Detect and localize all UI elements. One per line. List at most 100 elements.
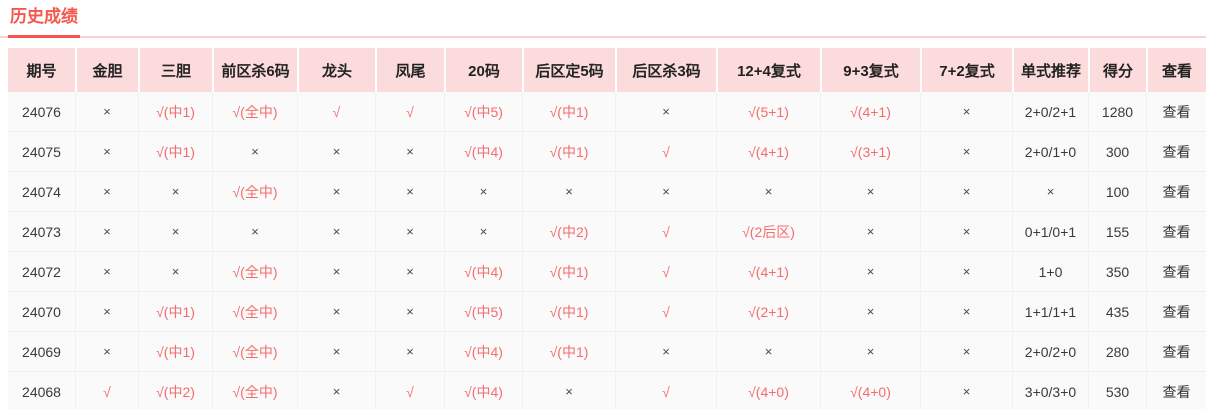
result-cell: √(5+1) bbox=[716, 92, 820, 132]
result-cell: √(全中) bbox=[212, 372, 297, 409]
history-table-container: 期号 金胆 三胆 前区杀6码 龙头 凤尾 20码 后区定5码 后区杀3码 12+4复式 9+3复式 7… bbox=[8, 48, 1206, 409]
result-cell: √(4+1) bbox=[716, 132, 820, 172]
result-cell: √(4+1) bbox=[716, 252, 820, 292]
result-cell: × bbox=[75, 172, 138, 212]
result-cell: × bbox=[615, 172, 716, 212]
table-header-row: 期号 金胆 三胆 前区杀6码 龙头 凤尾 20码 后区定5码 后区杀3码 12+4复式 9+3复式 7… bbox=[8, 48, 1206, 92]
result-cell: × bbox=[297, 332, 375, 372]
view-link[interactable]: 查看 bbox=[1162, 383, 1191, 400]
result-cell: × bbox=[297, 212, 375, 252]
result-cell: √(2后区) bbox=[716, 212, 820, 252]
result-cell: 1+0 bbox=[1012, 252, 1088, 292]
table-row: 24070 × √(中1) √(全中) × × √(中5) √(中1) √ √(2+1) × × 1+1… bbox=[8, 292, 1206, 332]
result-cell: √(中2) bbox=[138, 372, 212, 409]
result-cell: √(中4) bbox=[444, 332, 522, 372]
result-cell: × bbox=[820, 332, 920, 372]
result-cell: √(4+0) bbox=[820, 372, 920, 409]
result-cell: × bbox=[444, 212, 522, 252]
result-cell: × bbox=[716, 172, 820, 212]
table-row: 24075 × √(中1) × × × √(中4) √(中1) √ √(4+1) √(3+1) × 2+… bbox=[8, 132, 1206, 172]
result-cell: × bbox=[444, 172, 522, 212]
result-cell: × bbox=[375, 212, 444, 252]
page-title: 历史成绩 bbox=[8, 5, 80, 38]
result-cell: 435 bbox=[1088, 292, 1146, 332]
result-cell: √ bbox=[297, 92, 375, 132]
column-header: 三胆 bbox=[138, 48, 212, 92]
result-cell: √(中5) bbox=[444, 292, 522, 332]
result-cell: × bbox=[375, 172, 444, 212]
result-cell: √(全中) bbox=[212, 92, 297, 132]
period-cell: 24072 bbox=[8, 252, 75, 292]
result-cell: × bbox=[820, 292, 920, 332]
result-cell: √(中4) bbox=[444, 132, 522, 172]
view-link[interactable]: 查看 bbox=[1162, 223, 1191, 240]
view-cell: 查看 bbox=[1146, 252, 1206, 292]
result-cell: √(中1) bbox=[522, 132, 615, 172]
history-table: 期号 金胆 三胆 前区杀6码 龙头 凤尾 20码 后区定5码 后区杀3码 12+4复式 9+3复式 7… bbox=[8, 48, 1206, 409]
result-cell: 300 bbox=[1088, 132, 1146, 172]
result-cell: √(中1) bbox=[522, 332, 615, 372]
view-link[interactable]: 查看 bbox=[1162, 303, 1191, 320]
result-cell: × bbox=[920, 332, 1012, 372]
result-cell: × bbox=[297, 372, 375, 409]
result-cell: √(中1) bbox=[522, 92, 615, 132]
result-cell: × bbox=[820, 212, 920, 252]
result-cell: × bbox=[615, 332, 716, 372]
result-cell: 280 bbox=[1088, 332, 1146, 372]
result-cell: 2+0/1+0 bbox=[1012, 132, 1088, 172]
result-cell: 0+1/0+1 bbox=[1012, 212, 1088, 252]
column-header: 后区定5码 bbox=[522, 48, 615, 92]
result-cell: √(中1) bbox=[138, 92, 212, 132]
view-cell: 查看 bbox=[1146, 372, 1206, 409]
result-cell: 3+0/3+0 bbox=[1012, 372, 1088, 409]
page-header: 历史成绩 bbox=[0, 0, 1206, 38]
result-cell: √ bbox=[615, 372, 716, 409]
result-cell: √(中4) bbox=[444, 372, 522, 409]
view-link[interactable]: 查看 bbox=[1162, 143, 1191, 160]
result-cell: √(全中) bbox=[212, 332, 297, 372]
result-cell: 2+0/2+0 bbox=[1012, 332, 1088, 372]
result-cell: × bbox=[615, 92, 716, 132]
result-cell: × bbox=[1012, 172, 1088, 212]
table-row: 24074 × × √(全中) × × × × × × × × × 100 查看 bbox=[8, 172, 1206, 212]
view-cell: 查看 bbox=[1146, 292, 1206, 332]
column-header: 金胆 bbox=[75, 48, 138, 92]
result-cell: √ bbox=[75, 372, 138, 409]
result-cell: × bbox=[75, 252, 138, 292]
view-link[interactable]: 查看 bbox=[1162, 103, 1191, 120]
result-cell: 1+1/1+1 bbox=[1012, 292, 1088, 332]
result-cell: × bbox=[920, 292, 1012, 332]
result-cell: × bbox=[75, 132, 138, 172]
result-cell: × bbox=[375, 292, 444, 332]
result-cell: √(中5) bbox=[444, 92, 522, 132]
result-cell: × bbox=[75, 292, 138, 332]
table-body: 24076 × √(中1) √(全中) √ √ √(中5) √(中1) × √(5+1) √(4+1… bbox=[8, 92, 1206, 409]
period-cell: 24069 bbox=[8, 332, 75, 372]
period-cell: 24074 bbox=[8, 172, 75, 212]
view-link[interactable]: 查看 bbox=[1162, 263, 1191, 280]
result-cell: √(全中) bbox=[212, 252, 297, 292]
result-cell: × bbox=[920, 252, 1012, 292]
result-cell: × bbox=[522, 372, 615, 409]
result-cell: × bbox=[820, 172, 920, 212]
result-cell: × bbox=[920, 92, 1012, 132]
result-cell: √ bbox=[615, 252, 716, 292]
column-header: 7+2复式 bbox=[920, 48, 1012, 92]
result-cell: × bbox=[920, 212, 1012, 252]
result-cell: × bbox=[138, 252, 212, 292]
result-cell: √(4+1) bbox=[820, 92, 920, 132]
view-cell: 查看 bbox=[1146, 332, 1206, 372]
result-cell: × bbox=[716, 332, 820, 372]
result-cell: √(中2) bbox=[522, 212, 615, 252]
result-cell: × bbox=[297, 172, 375, 212]
view-link[interactable]: 查看 bbox=[1162, 183, 1191, 200]
result-cell: √(中1) bbox=[138, 332, 212, 372]
view-link[interactable]: 查看 bbox=[1162, 343, 1191, 360]
view-cell: 查看 bbox=[1146, 172, 1206, 212]
result-cell: × bbox=[375, 332, 444, 372]
result-cell: √ bbox=[615, 292, 716, 332]
column-header: 龙头 bbox=[297, 48, 375, 92]
table-row: 24069 × √(中1) √(全中) × × √(中4) √(中1) × × × × 2+0/2+0 2… bbox=[8, 332, 1206, 372]
result-cell: √ bbox=[615, 132, 716, 172]
period-cell: 24075 bbox=[8, 132, 75, 172]
